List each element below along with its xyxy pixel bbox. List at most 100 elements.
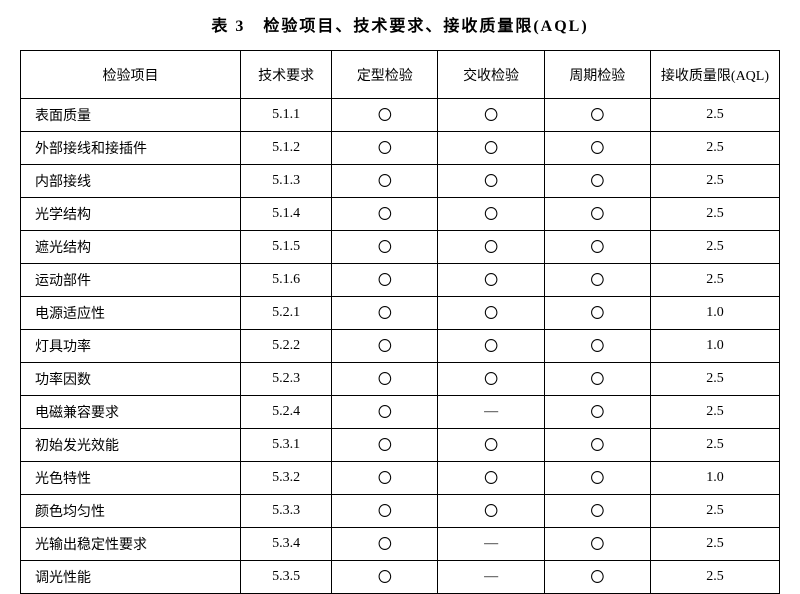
cell-period: 〇	[544, 429, 650, 462]
cell-accept: 〇	[438, 330, 544, 363]
cell-item: 灯具功率	[21, 330, 241, 363]
cell-accept: 〇	[438, 198, 544, 231]
cell-period: 〇	[544, 264, 650, 297]
table-row: 遮光结构5.1.5〇〇〇2.5	[21, 231, 780, 264]
cell-type: 〇	[332, 495, 438, 528]
cell-accept: 〇	[438, 297, 544, 330]
cell-req: 5.1.3	[241, 165, 332, 198]
cell-item: 运动部件	[21, 264, 241, 297]
cell-req: 5.2.3	[241, 363, 332, 396]
cell-type: 〇	[332, 528, 438, 561]
cell-item: 光学结构	[21, 198, 241, 231]
table-row: 光输出稳定性要求5.3.4〇—〇2.5	[21, 528, 780, 561]
cell-period: 〇	[544, 528, 650, 561]
col-header-period: 周期检验	[544, 51, 650, 99]
cell-accept: 〇	[438, 363, 544, 396]
cell-period: 〇	[544, 297, 650, 330]
cell-accept: 〇	[438, 462, 544, 495]
cell-accept: 〇	[438, 429, 544, 462]
table-row: 调光性能5.3.5〇—〇2.5	[21, 561, 780, 594]
col-header-aql: 接收质量限(AQL)	[650, 51, 779, 99]
cell-period: 〇	[544, 165, 650, 198]
cell-period: 〇	[544, 561, 650, 594]
table-row: 内部接线5.1.3〇〇〇2.5	[21, 165, 780, 198]
cell-aql: 2.5	[650, 495, 779, 528]
cell-accept: 〇	[438, 132, 544, 165]
cell-req: 5.1.5	[241, 231, 332, 264]
cell-period: 〇	[544, 396, 650, 429]
cell-type: 〇	[332, 165, 438, 198]
cell-aql: 2.5	[650, 231, 779, 264]
cell-req: 5.1.4	[241, 198, 332, 231]
table-row: 表面质量5.1.1〇〇〇2.5	[21, 99, 780, 132]
table-header-row: 检验项目 技术要求 定型检验 交收检验 周期检验 接收质量限(AQL)	[21, 51, 780, 99]
cell-item: 表面质量	[21, 99, 241, 132]
cell-accept: —	[438, 396, 544, 429]
table-title: 表 3 检验项目、技术要求、接收质量限(AQL)	[20, 12, 780, 36]
cell-accept: 〇	[438, 495, 544, 528]
cell-aql: 2.5	[650, 165, 779, 198]
cell-accept: 〇	[438, 231, 544, 264]
cell-accept: —	[438, 528, 544, 561]
cell-aql: 2.5	[650, 429, 779, 462]
cell-period: 〇	[544, 495, 650, 528]
cell-type: 〇	[332, 99, 438, 132]
col-header-type: 定型检验	[332, 51, 438, 99]
table-row: 外部接线和接插件5.1.2〇〇〇2.5	[21, 132, 780, 165]
cell-period: 〇	[544, 363, 650, 396]
table-row: 电磁兼容要求5.2.4〇—〇2.5	[21, 396, 780, 429]
cell-item: 光色特性	[21, 462, 241, 495]
col-header-item: 检验项目	[21, 51, 241, 99]
col-header-req: 技术要求	[241, 51, 332, 99]
cell-aql: 2.5	[650, 363, 779, 396]
cell-item: 初始发光效能	[21, 429, 241, 462]
cell-accept: 〇	[438, 165, 544, 198]
cell-req: 5.3.3	[241, 495, 332, 528]
cell-item: 外部接线和接插件	[21, 132, 241, 165]
cell-period: 〇	[544, 132, 650, 165]
cell-type: 〇	[332, 462, 438, 495]
cell-req: 5.3.1	[241, 429, 332, 462]
cell-req: 5.2.2	[241, 330, 332, 363]
cell-aql: 2.5	[650, 198, 779, 231]
cell-aql: 1.0	[650, 297, 779, 330]
cell-req: 5.1.1	[241, 99, 332, 132]
cell-req: 5.1.2	[241, 132, 332, 165]
cell-type: 〇	[332, 231, 438, 264]
table-row: 运动部件5.1.6〇〇〇2.5	[21, 264, 780, 297]
cell-req: 5.3.2	[241, 462, 332, 495]
cell-period: 〇	[544, 330, 650, 363]
col-header-accept: 交收检验	[438, 51, 544, 99]
cell-type: 〇	[332, 561, 438, 594]
cell-aql: 1.0	[650, 462, 779, 495]
cell-item: 调光性能	[21, 561, 241, 594]
table-row: 颜色均匀性5.3.3〇〇〇2.5	[21, 495, 780, 528]
cell-type: 〇	[332, 396, 438, 429]
cell-aql: 2.5	[650, 396, 779, 429]
cell-item: 电源适应性	[21, 297, 241, 330]
inspection-table: 检验项目 技术要求 定型检验 交收检验 周期检验 接收质量限(AQL) 表面质量…	[20, 50, 780, 594]
cell-accept: —	[438, 561, 544, 594]
cell-type: 〇	[332, 132, 438, 165]
cell-req: 5.2.4	[241, 396, 332, 429]
table-row: 光学结构5.1.4〇〇〇2.5	[21, 198, 780, 231]
cell-type: 〇	[332, 198, 438, 231]
cell-item: 遮光结构	[21, 231, 241, 264]
cell-aql: 2.5	[650, 561, 779, 594]
cell-req: 5.3.4	[241, 528, 332, 561]
cell-type: 〇	[332, 330, 438, 363]
cell-item: 内部接线	[21, 165, 241, 198]
cell-req: 5.3.5	[241, 561, 332, 594]
cell-aql: 2.5	[650, 99, 779, 132]
table-row: 初始发光效能5.3.1〇〇〇2.5	[21, 429, 780, 462]
cell-req: 5.2.1	[241, 297, 332, 330]
cell-period: 〇	[544, 198, 650, 231]
cell-type: 〇	[332, 297, 438, 330]
cell-period: 〇	[544, 99, 650, 132]
cell-item: 光输出稳定性要求	[21, 528, 241, 561]
cell-req: 5.1.6	[241, 264, 332, 297]
table-row: 灯具功率5.2.2〇〇〇1.0	[21, 330, 780, 363]
cell-aql: 1.0	[650, 330, 779, 363]
table-row: 光色特性5.3.2〇〇〇1.0	[21, 462, 780, 495]
cell-aql: 2.5	[650, 528, 779, 561]
